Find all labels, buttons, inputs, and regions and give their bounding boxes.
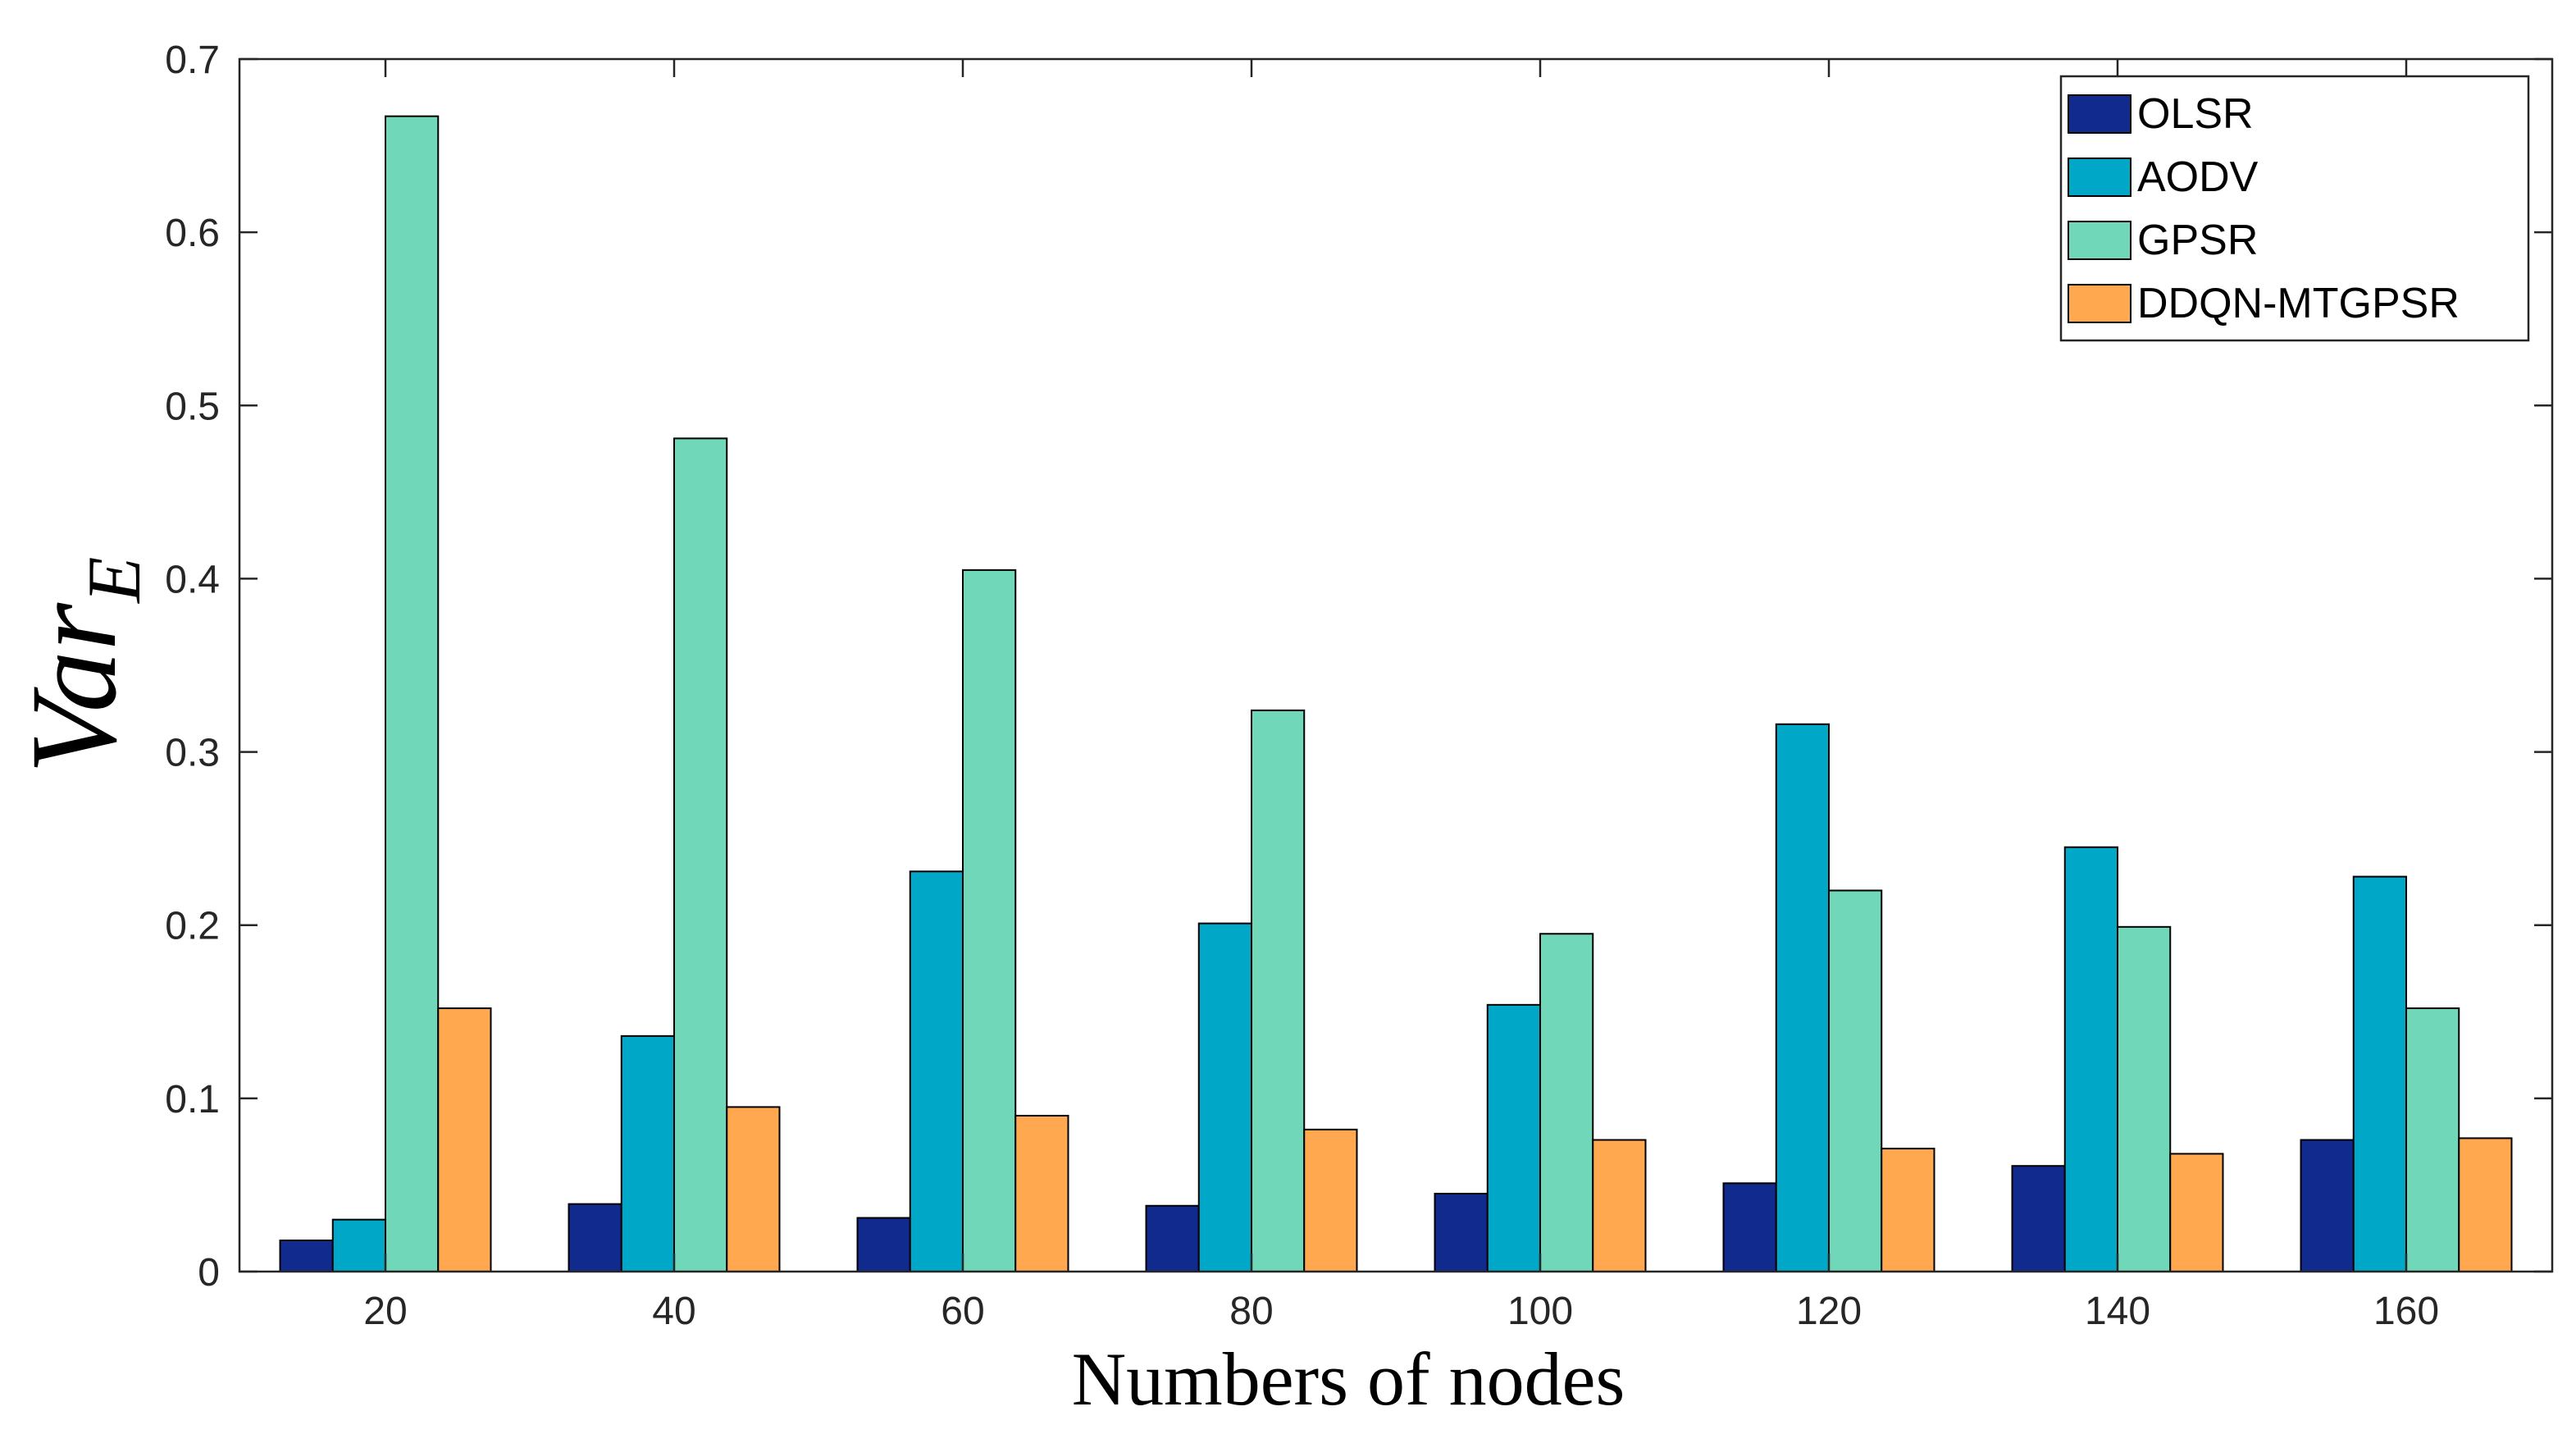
bar-olsr-60 — [856, 1217, 911, 1273]
x-tick-label: 80 — [1229, 1290, 1273, 1333]
y-axis: 0 0.1 0.2 0.3 0.4 0.5 0.6 0.7 — [165, 39, 2552, 1295]
bar-gpsr-100 — [1539, 933, 1594, 1273]
bar-ddqn-mtgpsr-80 — [1303, 1128, 1358, 1272]
bars-group — [279, 115, 2513, 1273]
bar-aodv-160 — [2352, 875, 2408, 1272]
y-axis-label-subscript: E — [72, 557, 156, 605]
y-tick-label: 0.6 — [165, 212, 220, 255]
y-tick-label: 0.1 — [165, 1078, 220, 1121]
legend-label-olsr: OLSR — [2137, 90, 2254, 138]
legend-swatch-aodv — [2068, 158, 2131, 197]
bar-olsr-120 — [1722, 1182, 1777, 1272]
x-tick-label: 100 — [1507, 1290, 1573, 1333]
y-axis-label: VarE — [6, 557, 156, 774]
bar-aodv-80 — [1197, 922, 1253, 1272]
y-axis-label-main: Var — [6, 602, 142, 774]
x-tick-label: 120 — [1796, 1290, 1862, 1333]
y-tick-label: 0.2 — [165, 905, 220, 948]
bar-ddqn-mtgpsr-100 — [1592, 1139, 1647, 1273]
axes-frame — [238, 57, 2554, 1273]
bar-ddqn-mtgpsr-140 — [2169, 1153, 2224, 1273]
x-tick-label: 40 — [652, 1290, 695, 1333]
y-tick-label: 0.7 — [165, 39, 220, 82]
bar-olsr-80 — [1145, 1204, 1200, 1273]
y-tick-label: 0.3 — [165, 732, 220, 775]
legend-swatch-olsr — [2068, 94, 2131, 134]
bar-ddqn-mtgpsr-120 — [1881, 1148, 1935, 1272]
bar-aodv-140 — [2063, 846, 2119, 1272]
legend-label-gpsr: GPSR — [2137, 217, 2258, 264]
bar-ddqn-mtgpsr-60 — [1014, 1114, 1069, 1272]
legend-swatch-ddqn-mtgpsr — [2068, 284, 2131, 323]
bar-aodv-40 — [620, 1034, 676, 1272]
bar-aodv-60 — [909, 870, 964, 1272]
bar-aodv-120 — [1775, 723, 1831, 1272]
y-tick-label: 0 — [198, 1251, 220, 1295]
x-tick-label: 60 — [941, 1290, 984, 1333]
y-tick-label: 0.4 — [165, 558, 220, 601]
bar-ddqn-mtgpsr-160 — [2458, 1137, 2513, 1273]
x-tick-label: 140 — [2085, 1290, 2150, 1333]
x-axis: 20 40 60 80 100 120 140 160 — [363, 59, 2439, 1333]
bar-gpsr-80 — [1251, 709, 1306, 1272]
bar-gpsr-120 — [1828, 889, 1883, 1272]
bar-gpsr-60 — [962, 569, 1017, 1272]
bar-aodv-20 — [331, 1218, 387, 1273]
bar-ddqn-mtgpsr-40 — [726, 1106, 781, 1273]
legend-swatch-gpsr — [2068, 221, 2131, 260]
y-tick-label: 0.5 — [165, 385, 220, 428]
bar-gpsr-40 — [673, 437, 728, 1272]
bar-ddqn-mtgpsr-20 — [437, 1007, 492, 1273]
legend: OLSR AODV GPSR DDQN-MTGPSR — [2059, 75, 2530, 342]
x-tick-label: 160 — [2373, 1290, 2439, 1333]
bar-gpsr-140 — [2117, 925, 2172, 1272]
legend-box — [2059, 75, 2530, 342]
legend-label-aodv: AODV — [2137, 153, 2259, 201]
x-axis-label: Numbers of nodes — [1072, 1337, 1625, 1421]
legend-label-ddqn-mtgpsr: DDQN-MTGPSR — [2137, 280, 2460, 327]
bar-olsr-20 — [279, 1239, 334, 1272]
bar-gpsr-20 — [385, 115, 440, 1272]
bar-olsr-100 — [1434, 1192, 1489, 1272]
x-tick-label: 20 — [363, 1290, 407, 1333]
bar-olsr-160 — [2300, 1139, 2355, 1273]
bar-aodv-100 — [1486, 1003, 1542, 1272]
bar-olsr-140 — [2011, 1165, 2066, 1272]
bar-olsr-40 — [568, 1203, 622, 1273]
bar-gpsr-160 — [2405, 1007, 2460, 1273]
